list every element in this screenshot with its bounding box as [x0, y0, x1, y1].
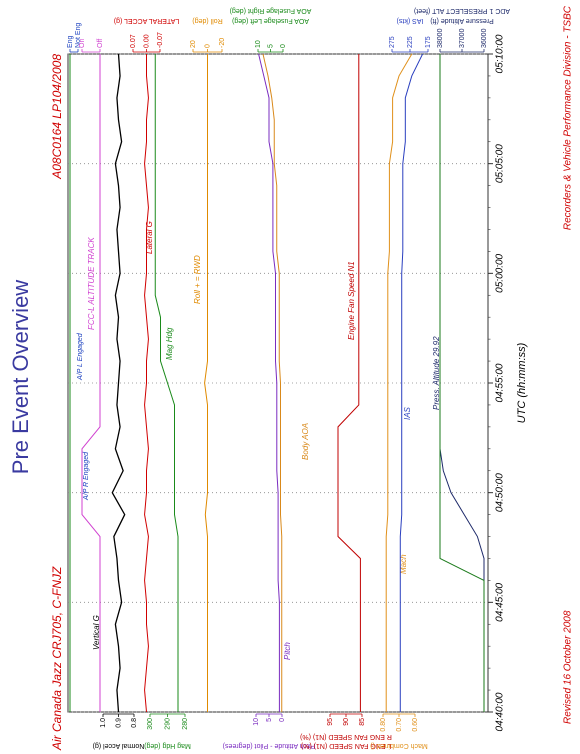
y-tick-label: -20 — [219, 38, 226, 48]
annotation: A/P R Engaged — [83, 451, 90, 501]
y-tick-label: 0 — [204, 44, 211, 48]
y-tick-label: 0.70 — [396, 718, 403, 732]
series-line — [385, 53, 413, 712]
y-tick-label: 280 — [182, 718, 189, 730]
x-tick-label: 04:45:00 — [495, 582, 506, 621]
series-label: Pitch — [283, 642, 292, 660]
series-line — [262, 53, 283, 712]
x-tick-label: 04:40:00 — [495, 692, 506, 731]
y-tick-label: 0 — [279, 718, 286, 722]
y-tick-label: 5 — [266, 718, 273, 722]
y-tick-label: 300 — [147, 718, 154, 730]
axis-label: L ENG FAN SPEED (N1) (%) — [301, 742, 391, 749]
y-tick-label: 20 — [190, 40, 197, 48]
y-tick-label: 1.0 — [100, 718, 107, 728]
axis-label: ADC 1 PRESELECT ALT (feet) — [414, 7, 510, 14]
series-label: IAS — [403, 406, 412, 420]
x-tick-label: 04:50:00 — [495, 473, 506, 512]
chart-title: Pre Event Overview — [8, 280, 33, 475]
series-line — [154, 54, 179, 712]
y-tick-label: 0 — [280, 44, 287, 48]
axis-label: IAS (kts) — [397, 17, 424, 24]
y-tick-label: 0.60 — [412, 718, 419, 732]
series-line — [337, 54, 361, 712]
x-tick-label: 05:10:00 — [495, 34, 506, 73]
axis-label: AOA Fuselage Left (deg) — [232, 17, 309, 24]
x-axis-label: UTC (hh:mm:ss) — [516, 342, 528, 423]
series-line — [439, 54, 485, 712]
series-label: Engine Fan Speed N1 — [347, 261, 356, 340]
y-tick-label: 225 — [407, 36, 414, 48]
axis-label: Normal Accel (g) — [93, 742, 145, 749]
y-tick-label: 275 — [389, 36, 396, 48]
y-tick-label: 36000 — [481, 28, 488, 48]
axis-label: LATERAL ACCEL (g) — [114, 17, 180, 24]
x-tick-label: 04:55:00 — [495, 363, 506, 402]
subtitle: Air Canada Jazz CRJ705, C-FNJZ — [50, 566, 64, 751]
axis-label: Mach Combined () — [370, 742, 428, 749]
y-tick-label: 0.00 — [143, 34, 150, 48]
series-label: Mag Hdg — [165, 327, 174, 360]
y-tick-label: 95 — [327, 718, 334, 726]
reference: A08C0164 LP104/2008 — [50, 54, 64, 180]
series-label: FCC-L ALTITUDE TRACK — [87, 237, 96, 330]
y-tick-label: Not Eng — [75, 23, 82, 48]
axis-label: Pitch Attitude - Pilot (degrees) — [223, 742, 316, 749]
axis-label: Roll (deg) — [192, 17, 222, 24]
series-line — [111, 53, 126, 713]
y-tick-label: 10 — [253, 718, 260, 726]
y-tick-label: Off — [97, 39, 104, 48]
y-tick-label: 90 — [343, 718, 350, 726]
y-tick-label: 10 — [255, 40, 262, 48]
series-label: Roll + = RWD — [193, 255, 202, 304]
series-label: Lateral G — [145, 221, 154, 254]
y-tick-label: Eng — [67, 35, 74, 48]
series-line — [258, 53, 280, 712]
y-tick-label: 175 — [425, 36, 432, 48]
y-tick-label: 0.80 — [380, 718, 387, 732]
series-label: Mach — [399, 554, 408, 574]
series-label: Body AOA — [301, 423, 310, 460]
series-line — [81, 54, 101, 712]
axis-label: AOA Fuselage Right (deg) — [230, 7, 312, 14]
y-tick-label: 0.9 — [115, 718, 122, 728]
series-line — [399, 53, 424, 712]
series-label: Vertical G — [92, 615, 101, 650]
series-line — [144, 54, 149, 713]
y-tick-label: 0.8 — [131, 718, 138, 728]
y-tick-label: 38000 — [437, 28, 444, 48]
axis-label: Pressure Altitude (ft) — [430, 17, 493, 24]
x-tick-label: 05:00:00 — [495, 253, 506, 292]
axis-label: R ENG FAN SPEED (N1) (%) — [300, 733, 392, 740]
y-tick-label: -0.07 — [157, 32, 164, 48]
axis-label: Mag Hdg (deg) — [144, 742, 191, 749]
y-tick-label: 37000 — [459, 28, 466, 48]
footer-left: Revised 16 October 2008 — [563, 610, 574, 724]
annotation: A/P L Engaged — [77, 332, 84, 381]
x-tick-label: 05:05:00 — [495, 144, 506, 183]
y-tick-label: 290 — [164, 718, 171, 730]
y-tick-label: 0.07 — [130, 34, 137, 48]
footer-right: Recorders & Vehicle Performance Division… — [563, 5, 574, 230]
series-label: Press. Altitude 29.92 — [432, 336, 441, 410]
y-tick-label: On — [79, 39, 86, 48]
y-tick-label: 85 — [359, 718, 366, 726]
series-line — [204, 54, 208, 712]
y-tick-label: 5 — [267, 44, 274, 48]
